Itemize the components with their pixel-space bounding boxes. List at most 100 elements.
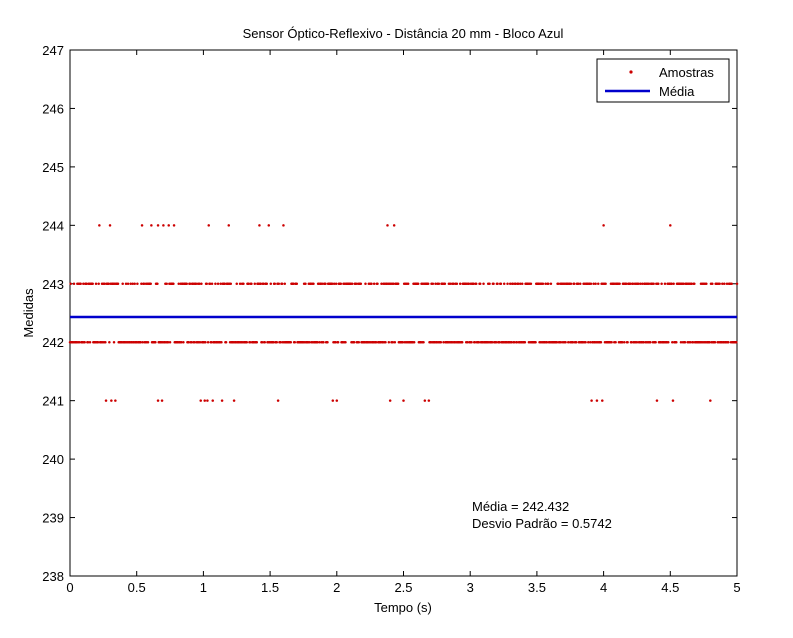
sample-point (187, 340, 190, 344)
sample-point (396, 282, 400, 286)
y-tick-label: 245 (42, 160, 64, 175)
sample-point (166, 340, 170, 344)
sample-point (258, 224, 261, 227)
sample-point (336, 340, 340, 344)
sample-point (150, 224, 153, 227)
y-tick-label: 239 (42, 511, 64, 526)
sample-point (496, 282, 499, 286)
x-tick-label: 1.5 (261, 580, 279, 595)
sample-point (235, 282, 238, 286)
sample-point (705, 282, 708, 286)
sample-point (149, 282, 152, 286)
sample-point (448, 282, 452, 286)
sample-point (142, 282, 146, 286)
sample-point (168, 340, 172, 344)
sample-point (86, 340, 90, 344)
sample-point (124, 282, 128, 286)
sample-point (577, 282, 580, 286)
sample-point (618, 282, 621, 286)
sample-point (139, 340, 142, 344)
sample-point (253, 282, 257, 286)
sample-point (129, 282, 132, 286)
y-tick-label: 240 (42, 452, 64, 467)
sample-point (272, 340, 275, 344)
sample-point (460, 340, 464, 344)
sample-point (255, 340, 259, 344)
sample-point (384, 340, 387, 344)
sample-point (708, 340, 711, 344)
sample-point (498, 340, 501, 344)
sample-point (735, 340, 738, 344)
sample-point (210, 282, 214, 286)
sample-point (473, 340, 477, 344)
sample-point (510, 340, 513, 344)
y-tick-label: 243 (42, 277, 64, 292)
sample-point (267, 224, 271, 227)
sample-point (136, 282, 139, 286)
sample-point (273, 282, 277, 286)
sample-point (387, 340, 391, 344)
sample-point (575, 340, 578, 344)
sample-point (564, 340, 567, 344)
sample-point (207, 224, 210, 227)
sample-point (652, 282, 655, 286)
sample-point (380, 282, 383, 286)
sample-point (364, 282, 367, 286)
sample-point (279, 340, 283, 344)
mean-annotation: Média = 242.432 (472, 499, 569, 514)
sample-point (597, 282, 600, 286)
sample-point (573, 282, 576, 286)
sample-point (667, 340, 670, 344)
sample-point (604, 282, 607, 286)
sample-point (344, 340, 347, 344)
sample-point (629, 282, 632, 286)
y-tick-label: 247 (42, 43, 64, 58)
sample-point (437, 282, 441, 286)
plot-area (69, 49, 738, 577)
sample-point (502, 282, 506, 286)
sample-point (85, 282, 88, 286)
sample-point (474, 282, 478, 286)
sample-point (599, 340, 603, 344)
sample-point (227, 224, 230, 227)
sample-point (534, 340, 537, 344)
sample-point (693, 282, 696, 286)
sample-point (224, 340, 228, 344)
sample-point (490, 340, 494, 344)
sample-point (318, 340, 321, 344)
sample-point (641, 282, 644, 286)
sample-point (242, 282, 245, 286)
sample-point (683, 340, 687, 344)
sample-point (198, 340, 202, 344)
sample-point (412, 340, 416, 344)
sample-point (478, 282, 482, 286)
y-tick-label: 246 (42, 101, 64, 116)
sample-point (426, 282, 430, 286)
sample-point (216, 282, 220, 286)
sample-point (83, 340, 86, 344)
sample-point (579, 282, 582, 286)
sample-point (263, 340, 267, 344)
sample-point (214, 282, 217, 286)
sample-point (494, 340, 498, 344)
sample-point (672, 282, 675, 286)
sample-point (334, 282, 338, 286)
sample-point (506, 282, 509, 286)
sample-point (245, 340, 248, 344)
sample-point (167, 224, 170, 227)
sample-point (392, 282, 395, 286)
x-tick-label: 3 (467, 580, 474, 595)
sample-point (601, 399, 604, 402)
sample-point (647, 282, 651, 286)
sample-point (79, 282, 82, 286)
sample-point (406, 282, 410, 286)
sample-point (359, 282, 363, 286)
sample-point (208, 282, 212, 286)
sample-point (330, 282, 334, 286)
sample-point (512, 340, 516, 344)
sample-point (655, 399, 659, 402)
sample-point (308, 340, 311, 344)
sample-point (639, 282, 642, 286)
sample-point (94, 282, 98, 286)
